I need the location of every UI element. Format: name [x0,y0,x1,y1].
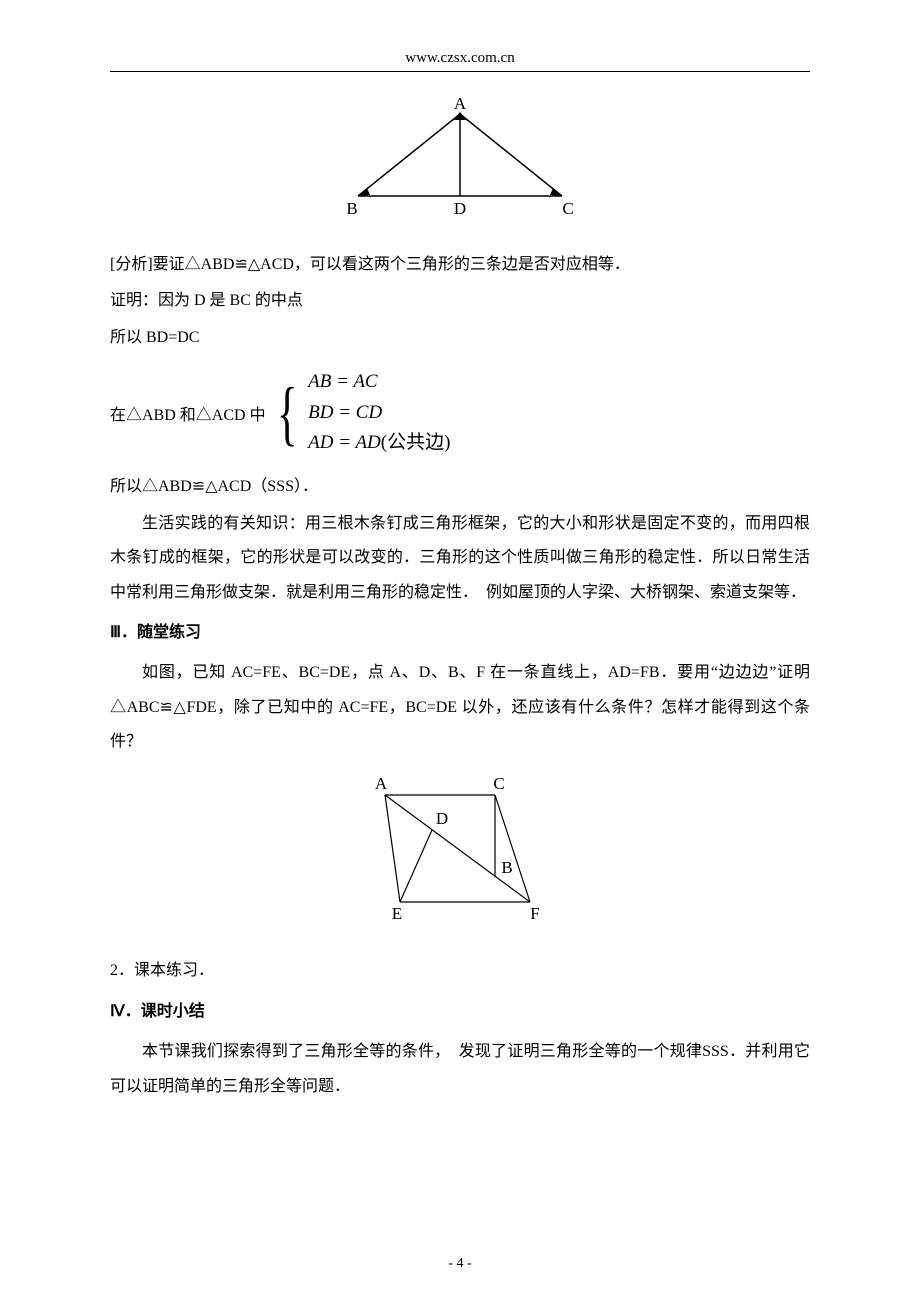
brace-line-3: AD = AD(公共边) [308,428,450,458]
brace-system: 在△ABD 和△ACD 中 { AB = AC BD = CD AD = AD(… [110,367,810,458]
header-url: www.czsx.com.cn [110,50,810,67]
quad-svg: A C D B E F [345,767,575,927]
proof-line-1: 证明：因为 D 是 BC 的中点 [110,284,810,318]
label2-a: A [375,774,388,793]
brace-line-2: BD = CD [308,398,450,428]
label2-d: D [436,809,448,828]
label2-f: F [530,904,539,923]
brace-lines: AB = AC BD = CD AD = AD(公共边) [308,367,450,458]
label-c: C [562,199,573,218]
conclusion-line: 所以△ABD≌△ACD（SSS）． [110,470,810,504]
page-number: - 4 - [0,1256,920,1272]
section-4-title: Ⅳ．课时小结 [110,995,810,1029]
exercise-paragraph: 如图，已知 AC=FE、BC=DE，点 A、D、B、F 在一条直线上，AD=FB… [110,656,810,759]
label-a: A [454,96,467,113]
brace-line-1: AB = AC [308,367,450,397]
document-page: www.czsx.com.cn A B D C [分析]要证△ABD≌△ACD，… [0,0,920,1300]
label2-b: B [501,858,512,877]
left-brace-icon: { [276,377,297,449]
header-rule [110,71,810,72]
proof-line-2: 所以 BD=DC [110,321,810,355]
label-b: B [346,199,357,218]
life-practice-paragraph: 生活实践的有关知识：用三根木条钉成三角形框架，它的大小和形状是固定不变的，而用四… [110,507,810,610]
brace-lead-text: 在△ABD 和△ACD 中 [110,401,266,425]
label-d: D [454,199,466,218]
label2-c: C [493,774,504,793]
label2-e: E [392,904,402,923]
figure-triangle-abc: A B D C [110,96,810,226]
triangle-svg: A B D C [330,96,590,221]
summary-paragraph: 本节课我们探索得到了三角形全等的条件， 发现了证明三角形全等的一个规律SSS．并… [110,1035,810,1104]
item-2-line: 2．课本练习． [110,954,810,988]
figure-quadrilateral: A C D B E F [110,767,810,932]
analysis-line: [分析]要证△ABD≌△ACD，可以看这两个三角形的三条边是否对应相等． [110,248,810,282]
section-3-title: Ⅲ．随堂练习 [110,616,810,650]
